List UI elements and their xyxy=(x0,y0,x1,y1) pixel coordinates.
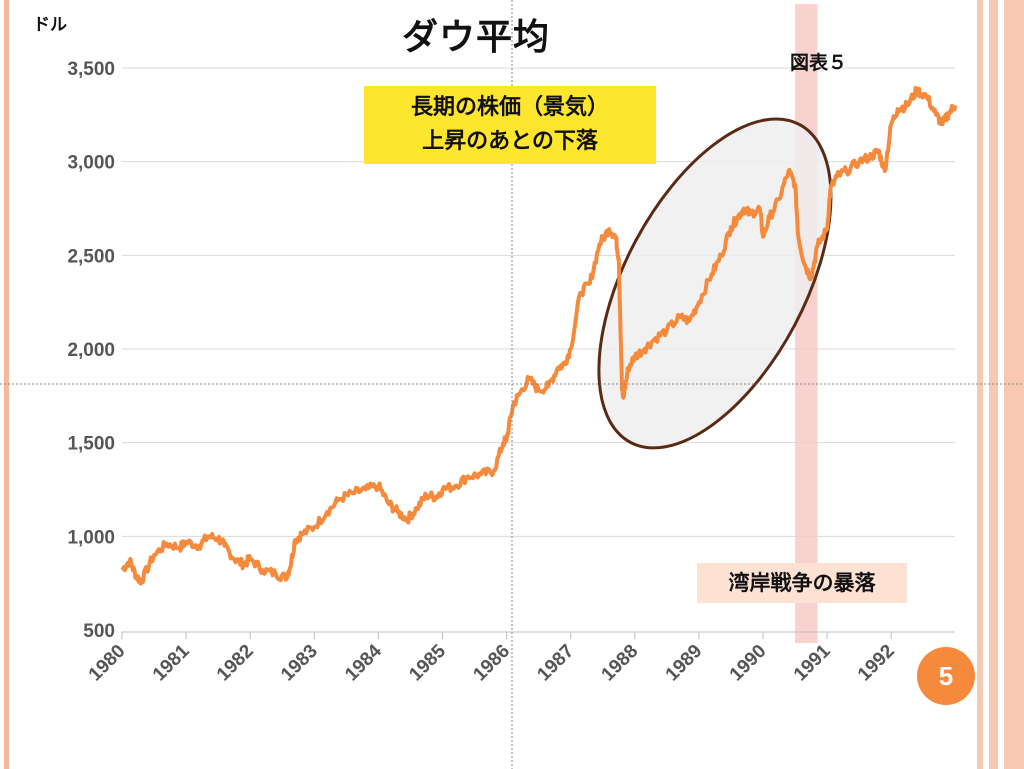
x-tick-label: 1991 xyxy=(790,640,835,685)
x-tick-label: 1981 xyxy=(149,640,194,685)
figure-label: 図表５ xyxy=(790,52,848,74)
x-tick-label: 1988 xyxy=(598,641,643,686)
x-tick-label: 1982 xyxy=(213,641,258,686)
y-axis-ticks: 500 1,000 1,500 2,000 2,500 3,000 3,500 xyxy=(67,59,115,642)
x-tick-label: 1983 xyxy=(277,641,322,686)
x-tick-label: 1985 xyxy=(405,640,450,685)
left-frame-stripe xyxy=(4,0,9,769)
note-line-2: 上昇のあとの下落 xyxy=(422,129,598,154)
y-unit-label: ドル xyxy=(33,15,67,35)
gulf-war-highlight-band xyxy=(795,4,818,643)
decline-ellipse xyxy=(597,117,833,450)
long-term-decline-note: 長期の株価（景気） 上昇のあとの下落 xyxy=(364,86,656,164)
y-tick-label: 3,000 xyxy=(67,153,115,174)
y-tick-label: 500 xyxy=(83,621,115,642)
x-tick-label: 1990 xyxy=(726,641,771,686)
y-tick-label: 2,000 xyxy=(67,340,115,361)
page-number-badge: 5 xyxy=(917,647,975,705)
y-tick-label: 1,000 xyxy=(67,527,115,548)
y-tick-label: 1,500 xyxy=(67,434,115,455)
x-tick-label: 1986 xyxy=(469,641,514,686)
y-tick-label: 3,500 xyxy=(67,59,115,80)
gulf-war-crash-note: 湾岸戦争の暴落 xyxy=(697,563,907,603)
x-tick-label: 1984 xyxy=(341,640,386,685)
x-tick-label: 1980 xyxy=(85,641,130,686)
chart-title: ダウ平均 xyxy=(402,17,551,58)
dow-series-line xyxy=(120,85,958,586)
x-tick-label: 1989 xyxy=(662,641,707,686)
x-tick-label: 1987 xyxy=(533,641,578,686)
note-line-1: 長期の株価（景気） xyxy=(410,95,609,120)
x-tick-label: 1992 xyxy=(854,641,899,686)
y-tick-label: 2,500 xyxy=(67,246,115,267)
x-axis-ticks: 1980 1981 1982 1983 1984 1985 1986 1987 1988 1989… xyxy=(85,632,899,685)
